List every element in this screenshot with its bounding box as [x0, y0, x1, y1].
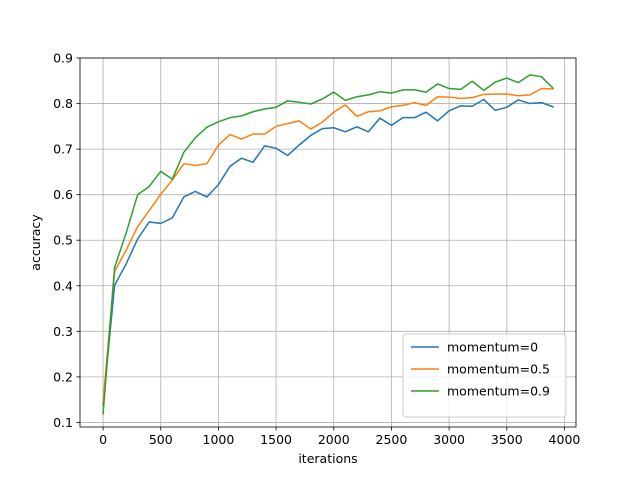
plot-frame	[79, 57, 577, 428]
y-tick-label: 0.3	[53, 324, 73, 339]
legend-label: momentum=0.9	[447, 384, 550, 399]
x-tick-label: 2000	[318, 432, 350, 447]
x-axis-label: iterations	[298, 451, 357, 466]
series-lines	[102, 74, 554, 415]
y-tick-label: 0.4	[53, 278, 73, 293]
series-line-momentum-0-5	[102, 87, 554, 403]
x-tick-label: 3500	[491, 432, 523, 447]
x-tick-label: 3000	[433, 432, 465, 447]
x-tick-label: 500	[149, 432, 173, 447]
legend-label: momentum=0	[447, 340, 538, 355]
y-tick-label: 0.9	[53, 51, 73, 66]
y-tick-label: 0.2	[53, 369, 73, 384]
x-tick-label: 4000	[549, 432, 581, 447]
x-tick-label: 1000	[203, 432, 235, 447]
y-tick-label: 0.8	[53, 96, 73, 111]
y-axis-label: accuracy	[28, 214, 43, 271]
legend-label: momentum=0.5	[447, 362, 550, 377]
series-line-momentum-0	[102, 98, 554, 406]
y-tick-label: 0.7	[53, 142, 73, 157]
y-tick-label: 0.5	[53, 233, 73, 248]
y-tick-label: 0.1	[53, 415, 73, 430]
series-line-momentum-0-9	[102, 74, 554, 415]
x-tick-label: 0	[99, 432, 107, 447]
x-axis-ticks: 0 500 1000 1500 2000 2500 3000 3500 4000	[99, 427, 580, 447]
x-tick-label: 2500	[376, 432, 408, 447]
legend-box	[402, 333, 567, 418]
y-tick-label: 0.6	[53, 187, 73, 202]
legend: momentum=0 momentum=0.5 momentum=0.9	[402, 333, 567, 418]
y-axis-ticks: 0.1 0.2 0.3 0.4 0.5 0.6 0.7 0.8 0.9	[53, 51, 80, 430]
x-tick-label: 1500	[260, 432, 292, 447]
